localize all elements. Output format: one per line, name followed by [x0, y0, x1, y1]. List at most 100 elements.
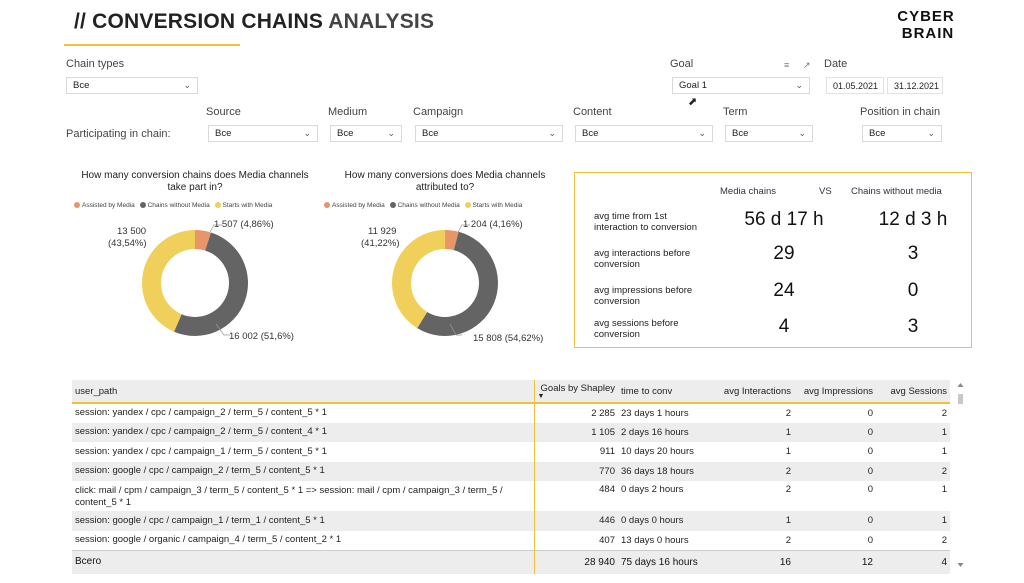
chart2-label-assisted: 1 204 (4,16%) — [463, 219, 523, 230]
cell-shapley: 484 — [599, 484, 615, 495]
page-title: // CONVERSION CHAINS ANALYSIS — [74, 10, 434, 34]
slice-without-media[interactable] — [417, 231, 498, 336]
row-label-line: conversion — [594, 296, 640, 307]
slice-assisted[interactable] — [195, 230, 211, 251]
legend-item: Assisted by Media — [332, 202, 385, 209]
table-row[interactable]: session: google / cpc / campaign_2 / ter… — [72, 461, 950, 481]
date-to-input[interactable]: 31.12.2021 — [887, 77, 943, 94]
cell-path: session: google / cpc / campaign_2 / ter… — [72, 461, 535, 481]
slice-without-media[interactable] — [174, 232, 248, 336]
legend-item: Starts with Media — [472, 202, 523, 209]
cell-interactions: 2 — [785, 407, 791, 419]
filter-icon[interactable]: ≡ — [784, 60, 790, 70]
col-avg-sessions[interactable]: avg Sessions — [876, 380, 950, 403]
row-label: avg sessions before conversion — [594, 318, 679, 340]
table-header-row: user_path Goals by Shapley ▼ time to conv… — [72, 380, 950, 403]
table-total-row: Всего 28 940 75 days 16 hours 16 12 4 — [72, 549, 950, 574]
user-path-table: user_path Goals by Shapley ▼ time to conv… — [72, 380, 950, 574]
legend-item: Chains without Media — [397, 202, 460, 209]
slice-starts-with-media[interactable] — [392, 230, 445, 329]
chain-types-select[interactable]: Все ⌄ — [66, 77, 198, 94]
cell-path: click: mail / cpm / campaign_3 / term_5 … — [72, 481, 535, 511]
legend-item: Starts with Media — [222, 202, 273, 209]
chart2-title: How many conversions does Media channels… — [344, 170, 546, 193]
cell-time: 23 days 1 hours — [621, 407, 689, 419]
table-row[interactable]: session: google / organic / campaign_4 /… — [72, 530, 950, 550]
campaign-label: Campaign — [413, 106, 464, 118]
cell-time: 13 days 0 hours — [621, 534, 689, 546]
position-select[interactable]: Все ⌄ — [862, 125, 942, 142]
scroll-thumb — [958, 394, 963, 404]
cell-sessions: 1 — [876, 422, 950, 442]
row-label-line: avg sessions before — [594, 318, 679, 329]
slice-assisted[interactable] — [445, 230, 459, 251]
cell-time: 10 days 20 hours — [621, 446, 694, 458]
col-avg-impressions[interactable]: avg Impressions — [794, 380, 876, 403]
date-from-input[interactable]: 01.05.2021 — [826, 77, 884, 94]
cell-interactions: 1 — [712, 511, 794, 531]
legend-dot-starts — [214, 202, 221, 208]
logo-line2: BRAIN — [902, 25, 955, 42]
medium-value: Все — [337, 128, 354, 139]
col-user-path[interactable]: user_path — [72, 380, 535, 403]
row-label-line: conversion — [594, 259, 640, 270]
table-row[interactable]: session: yandex / cpc / campaign_2 / ter… — [72, 403, 950, 423]
content-select[interactable]: Все ⌄ — [575, 125, 713, 142]
campaign-select[interactable]: Все ⌄ — [415, 125, 563, 142]
table-row[interactable]: session: google / cpc / campaign_1 / ter… — [72, 511, 950, 531]
cell-time: 0 days 2 hours — [621, 484, 684, 495]
expand-icon[interactable]: ↗ — [803, 60, 811, 70]
total-label: Всего — [72, 549, 535, 574]
cell-path: session: yandex / cpc / campaign_2 / ter… — [72, 403, 535, 423]
cell-sessions: 1 — [876, 511, 950, 531]
media-value: 29 — [773, 243, 795, 264]
cell-path: session: google / organic / campaign_4 /… — [72, 530, 535, 550]
chevron-down-icon: ⌄ — [927, 128, 935, 138]
without-value: 3 — [907, 243, 919, 264]
cell-interactions: 2 — [712, 461, 794, 481]
title-main: CONVERSION CHAINS — [92, 10, 324, 33]
medium-label: Medium — [328, 106, 368, 118]
cell-interactions: 1 — [712, 422, 794, 442]
legend-dot-starts — [464, 202, 471, 208]
chevron-down-icon: ⌄ — [698, 128, 706, 138]
chart1-label-assisted: 1 507 (4,86%) — [214, 219, 274, 230]
row-label: avg interactions before conversion — [594, 248, 690, 270]
table-row[interactable]: session: yandex / cpc / campaign_1 / ter… — [72, 442, 950, 462]
cell-interactions: 2 — [785, 534, 791, 546]
total-impressions: 12 — [794, 549, 876, 574]
chart2-donut — [392, 230, 498, 336]
chart2-label-starts-pct: (41,22%) — [361, 238, 400, 249]
col-without-header: Chains without media — [851, 186, 942, 197]
col-avg-interactions[interactable]: avg Interactions — [712, 380, 794, 403]
cyberbrain-logo: CYBER BRAIN — [897, 8, 955, 42]
table-scrollbar[interactable] — [956, 380, 965, 570]
participating-label: Participating in chain: — [66, 128, 171, 140]
goal-select[interactable]: Goal 1 ⌄ — [672, 77, 810, 94]
content-label: Content — [573, 106, 612, 118]
source-select[interactable]: Все ⌄ — [208, 125, 318, 142]
total-sessions: 4 — [876, 549, 950, 574]
chevron-down-icon: ⌄ — [548, 128, 556, 138]
medium-select[interactable]: Все ⌄ — [330, 125, 402, 142]
chevron-down-icon: ⌄ — [798, 128, 806, 138]
position-value: Все — [869, 128, 886, 139]
slice-starts-with-media[interactable] — [142, 230, 195, 332]
chart1-label-starts-pct: (43,54%) — [108, 238, 147, 249]
table-row[interactable]: click: mail / cpm / campaign_3 / term_5 … — [72, 481, 950, 511]
col-time-to-conv[interactable]: time to conv — [618, 380, 712, 403]
table-row[interactable]: session: yandex / cpc / campaign_2 / ter… — [72, 422, 950, 442]
cell-shapley: 2 285 — [591, 407, 615, 419]
cell-sessions: 1 — [941, 446, 947, 458]
cell-impressions: 0 — [794, 422, 876, 442]
source-label: Source — [206, 106, 241, 118]
source-value: Все — [215, 128, 232, 139]
col-goals-shapley[interactable]: Goals by Shapley ▼ — [534, 380, 618, 403]
chart1-title: How many conversion chains does Media ch… — [81, 170, 309, 193]
chain-types-label: Chain types — [66, 58, 125, 70]
term-select[interactable]: Все ⌄ — [725, 125, 813, 142]
content-value: Все — [582, 128, 599, 139]
legend-item: Chains without Media — [147, 202, 210, 209]
media-value: 56 d 17 h — [744, 209, 824, 230]
cell-impressions: 0 — [867, 407, 873, 419]
